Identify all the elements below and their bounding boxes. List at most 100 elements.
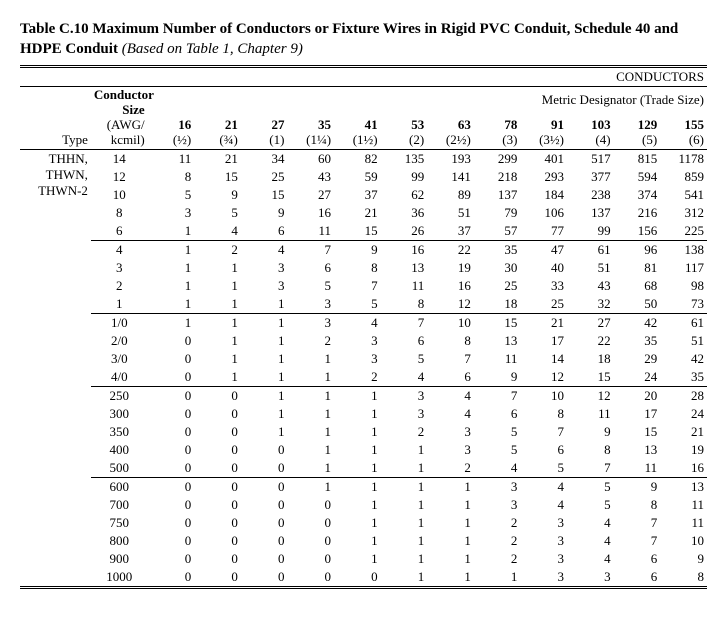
cell-value: 3 bbox=[474, 477, 521, 496]
cell-value: 5 bbox=[194, 204, 241, 222]
conductor-size: 900 bbox=[91, 550, 148, 568]
cell-value: 5 bbox=[567, 496, 614, 514]
table-row: 412479162235476196138 bbox=[20, 240, 707, 259]
cell-value: 0 bbox=[148, 459, 195, 477]
cell-value: 2 bbox=[334, 368, 381, 386]
conductor-size: 3 bbox=[91, 259, 148, 277]
cell-value: 1 bbox=[241, 405, 288, 423]
cell-value: 3 bbox=[241, 259, 288, 277]
cell-value: 2 bbox=[381, 423, 428, 441]
cell-value: 117 bbox=[660, 259, 707, 277]
cell-value: 16 bbox=[287, 204, 334, 222]
cell-value: 6 bbox=[520, 441, 567, 459]
cell-value: 51 bbox=[567, 259, 614, 277]
cell-value: 0 bbox=[194, 405, 241, 423]
cell-value: 28 bbox=[660, 386, 707, 405]
cell-value: 99 bbox=[567, 222, 614, 240]
cell-value: 8 bbox=[660, 568, 707, 588]
cell-value: 61 bbox=[660, 313, 707, 332]
cell-value: 37 bbox=[334, 186, 381, 204]
cell-value: 42 bbox=[614, 313, 661, 332]
trade-size-header: 155(6) bbox=[660, 109, 707, 149]
table-row: 21135711162533436898 bbox=[20, 277, 707, 295]
trade-size: (6) bbox=[663, 133, 704, 148]
cell-value: 1 bbox=[427, 514, 474, 532]
cell-value: 1 bbox=[148, 259, 195, 277]
cell-value: 1 bbox=[241, 295, 288, 313]
metric-size: 53 bbox=[384, 118, 425, 133]
cell-value: 1 bbox=[287, 441, 334, 459]
cell-value: 1178 bbox=[660, 149, 707, 168]
cell-value: 6 bbox=[381, 332, 428, 350]
cell-value: 77 bbox=[520, 222, 567, 240]
trade-size: (3) bbox=[477, 133, 518, 148]
cell-value: 859 bbox=[660, 168, 707, 186]
cell-value: 7 bbox=[614, 532, 661, 550]
cell-value: 3 bbox=[520, 532, 567, 550]
conductor-size: 6 bbox=[91, 222, 148, 240]
cell-value: 36 bbox=[381, 204, 428, 222]
trade-size-header: 63(2½) bbox=[427, 109, 474, 149]
trade-size: (¾) bbox=[197, 133, 238, 148]
metric-size: 91 bbox=[523, 118, 564, 133]
conductor-size: 2 bbox=[91, 277, 148, 295]
cell-value: 1 bbox=[148, 313, 195, 332]
cell-value: 0 bbox=[241, 568, 288, 588]
cell-value: 16 bbox=[381, 240, 428, 259]
cell-value: 8 bbox=[334, 259, 381, 277]
cell-value: 3 bbox=[334, 350, 381, 368]
cell-value: 0 bbox=[194, 550, 241, 568]
cell-value: 47 bbox=[520, 240, 567, 259]
cell-value: 5 bbox=[474, 423, 521, 441]
cell-value: 9 bbox=[474, 368, 521, 386]
table-row: 1111358121825325073 bbox=[20, 295, 707, 313]
trade-size: (4) bbox=[570, 133, 611, 148]
cell-value: 33 bbox=[520, 277, 567, 295]
cell-value: 21 bbox=[194, 149, 241, 168]
cell-value: 0 bbox=[148, 568, 195, 588]
cell-value: 96 bbox=[614, 240, 661, 259]
cell-value: 137 bbox=[474, 186, 521, 204]
wire-type-line: THWN, bbox=[23, 167, 88, 183]
cell-value: 4 bbox=[567, 550, 614, 568]
metric-size: 27 bbox=[244, 118, 285, 133]
cell-value: 11 bbox=[567, 405, 614, 423]
cell-value: 18 bbox=[474, 295, 521, 313]
table-row: 3/001113571114182942 bbox=[20, 350, 707, 368]
cell-value: 5 bbox=[520, 459, 567, 477]
cell-value: 2 bbox=[427, 459, 474, 477]
trade-size: (2) bbox=[384, 133, 425, 148]
cell-value: 10 bbox=[660, 532, 707, 550]
cell-value: 1 bbox=[241, 368, 288, 386]
cell-value: 51 bbox=[427, 204, 474, 222]
cell-value: 15 bbox=[567, 368, 614, 386]
cell-value: 73 bbox=[660, 295, 707, 313]
cell-value: 25 bbox=[241, 168, 288, 186]
cell-value: 0 bbox=[194, 514, 241, 532]
cell-value: 98 bbox=[660, 277, 707, 295]
cell-value: 0 bbox=[241, 550, 288, 568]
cell-value: 40 bbox=[520, 259, 567, 277]
cell-value: 0 bbox=[241, 514, 288, 532]
conductor-size: 800 bbox=[91, 532, 148, 550]
cell-value: 0 bbox=[148, 514, 195, 532]
cell-value: 1 bbox=[381, 441, 428, 459]
cell-value: 21 bbox=[334, 204, 381, 222]
cell-value: 3 bbox=[427, 441, 474, 459]
conductor-table: CONDUCTORS Type ConductorSize(AWG/kcmil)… bbox=[20, 65, 707, 589]
cell-value: 42 bbox=[660, 350, 707, 368]
cell-value: 216 bbox=[614, 204, 661, 222]
cell-value: 156 bbox=[614, 222, 661, 240]
trade-size-header: 27(1) bbox=[241, 109, 288, 149]
cell-value: 1 bbox=[381, 496, 428, 514]
cell-value: 1 bbox=[287, 423, 334, 441]
cell-value: 0 bbox=[148, 532, 195, 550]
cell-value: 82 bbox=[334, 149, 381, 168]
cell-value: 3 bbox=[241, 277, 288, 295]
cell-value: 1 bbox=[427, 532, 474, 550]
table-header: CONDUCTORS Type ConductorSize(AWG/kcmil)… bbox=[20, 67, 707, 150]
cell-value: 0 bbox=[194, 423, 241, 441]
table-number: Table C.10 bbox=[20, 21, 89, 37]
cell-value: 815 bbox=[614, 149, 661, 168]
cell-value: 6 bbox=[241, 222, 288, 240]
